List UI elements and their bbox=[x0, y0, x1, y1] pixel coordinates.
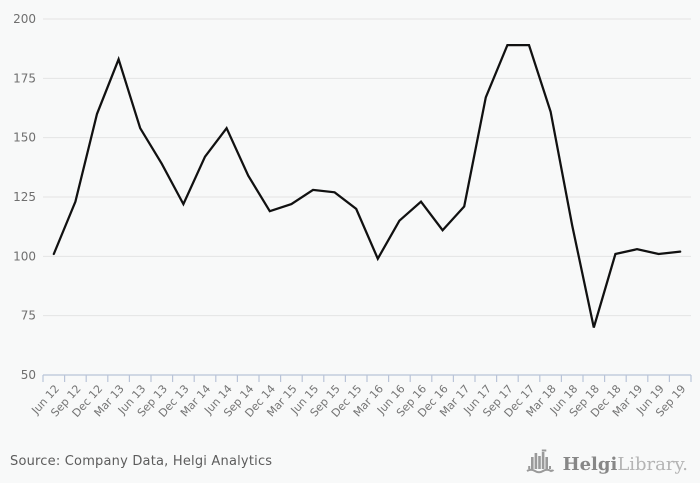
y-tick-label-200: 200 bbox=[13, 12, 36, 26]
line-chart: 50 75 100 125 150 175 200 Jun 12 Sep 12 Dec 12 Mar… bbox=[13, 12, 692, 420]
footer: Source: Company Data, Helgi Analytics He… bbox=[0, 440, 700, 483]
y-tick-label-100: 100 bbox=[13, 249, 36, 263]
y-tick-label-150: 150 bbox=[13, 131, 36, 145]
y-tick-label-125: 125 bbox=[13, 190, 36, 204]
y-tick-label-50: 50 bbox=[21, 368, 36, 382]
source-text: Source: Company Data, Helgi Analytics bbox=[10, 454, 273, 469]
logo-text-library: Library. bbox=[617, 454, 688, 475]
logo-text-helgi: Helgi bbox=[562, 454, 618, 475]
y-tick-label-75: 75 bbox=[21, 309, 36, 323]
logo-text: HelgiLibrary. bbox=[563, 455, 688, 475]
helgi-library-logo[interactable]: HelgiLibrary. bbox=[526, 448, 688, 475]
data-line-Value bbox=[52, 43, 682, 328]
y-tick-label-175: 175 bbox=[13, 71, 36, 85]
helgi-skyline-icon bbox=[526, 449, 554, 474]
